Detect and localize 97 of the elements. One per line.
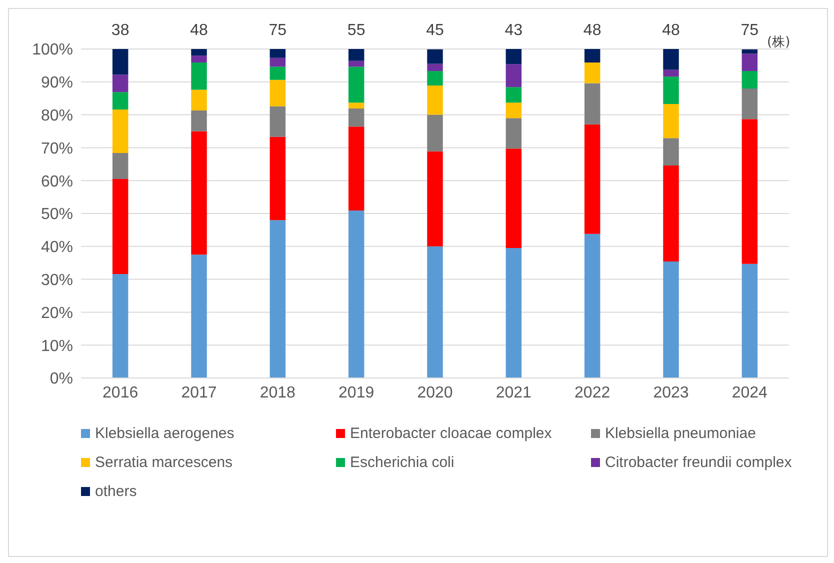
bar (191, 254, 207, 378)
bar (427, 49, 443, 64)
y-tick-label: 30% (40, 272, 73, 289)
bar (506, 148, 522, 248)
bar (112, 152, 128, 179)
bar (112, 178, 128, 274)
bar (584, 62, 600, 84)
bar (112, 274, 128, 378)
bar (663, 76, 679, 104)
bar (427, 64, 443, 72)
x-tick-label: 2021 (496, 384, 532, 402)
annotation: 55 (347, 22, 366, 39)
bar (742, 88, 758, 120)
annotation: 75 (740, 22, 759, 39)
bar (191, 62, 207, 90)
y-tick-label: 100% (32, 42, 73, 59)
bar (663, 262, 679, 378)
annotation: 45 (426, 22, 444, 39)
bar (191, 49, 207, 56)
bar (348, 49, 364, 61)
bar (506, 87, 522, 103)
bar (270, 66, 286, 80)
bar (584, 234, 600, 378)
bar (191, 90, 207, 111)
bar (191, 131, 207, 255)
bar (742, 71, 758, 88)
bar (270, 106, 286, 137)
bar (506, 118, 522, 149)
legend-label: Citrobacter freundii complex (605, 454, 792, 471)
x-tick-label: 2019 (338, 384, 374, 402)
annotation: 75 (268, 22, 287, 39)
bar (191, 110, 207, 132)
x-tick-label: 2024 (732, 384, 768, 402)
x-tick-label: 2022 (574, 384, 610, 402)
bar (270, 136, 286, 220)
x-tick-label: 2016 (102, 384, 138, 402)
bar (270, 49, 286, 58)
bar (742, 119, 758, 264)
annotation: (株) (767, 34, 790, 51)
bar (663, 138, 679, 166)
y-tick-label: 60% (40, 173, 73, 190)
bar (112, 74, 128, 92)
y-tick-label: 50% (40, 206, 73, 224)
annotation: 48 (190, 22, 208, 39)
bar (270, 220, 286, 378)
legend-label: others (95, 483, 137, 500)
x-tick-label: 2023 (653, 384, 689, 402)
bar (742, 49, 758, 54)
bar (348, 66, 364, 103)
bar (112, 92, 128, 110)
bar (112, 110, 128, 153)
bar (427, 151, 443, 246)
bar (584, 49, 600, 62)
annotation: 48 (662, 22, 680, 39)
bar (427, 246, 443, 378)
annotation: 38 (111, 22, 130, 39)
y-tick-label: 40% (40, 239, 73, 256)
bar (506, 49, 522, 64)
bar (663, 49, 679, 70)
x-tick-label: 2017 (181, 384, 217, 402)
bar (584, 83, 600, 124)
annotation: 43 (504, 22, 523, 39)
bar (663, 165, 679, 262)
bar (506, 64, 522, 88)
bar (348, 102, 364, 109)
y-tick-label: 90% (40, 74, 73, 92)
bar (112, 49, 128, 75)
annotation: 48 (583, 22, 602, 39)
bar (506, 102, 522, 118)
bar (348, 108, 364, 127)
bar (742, 54, 758, 72)
y-tick-label: 0% (50, 370, 73, 388)
bar (427, 114, 443, 152)
bar (348, 126, 364, 211)
bar (584, 124, 600, 234)
bar (348, 60, 364, 67)
y-tick-label: 70% (40, 140, 73, 158)
y-tick-label: 20% (40, 304, 73, 322)
legend-label: Serratia marcescens (95, 454, 233, 471)
bar (427, 86, 443, 115)
bar (270, 80, 286, 106)
legend-label: Klebsiella pneumoniae (605, 425, 756, 442)
bar (663, 70, 679, 77)
bar (270, 58, 286, 67)
y-tick-label: 10% (40, 338, 73, 355)
legend-label: Escherichia coli (350, 454, 454, 471)
x-tick-label: 2020 (417, 384, 453, 402)
bar (742, 264, 758, 378)
bar (427, 71, 443, 86)
bar (191, 56, 207, 62)
legend-label: Klebsiella aerogenes (95, 425, 234, 442)
bar (663, 104, 679, 138)
x-tick-label: 2018 (260, 384, 296, 402)
y-tick-label: 80% (40, 107, 73, 124)
bar (506, 248, 522, 378)
bar (348, 210, 364, 378)
legend-label: Enterobacter cloacae complex (350, 425, 552, 442)
